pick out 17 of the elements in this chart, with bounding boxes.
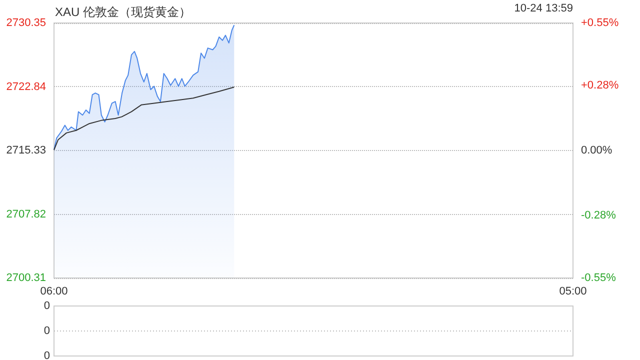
x-tick-label: 05:00 xyxy=(559,286,587,298)
text: 0 xyxy=(44,350,50,360)
y-tick-label: 2722.84 xyxy=(6,80,46,93)
y2-tick-label: -0.28% xyxy=(581,209,616,222)
y2-tick-label: +0.55% xyxy=(581,17,619,29)
y-tick-label: 2700.31 xyxy=(6,272,46,284)
y2-tick-label: 0.00% xyxy=(581,144,612,156)
text: 0 xyxy=(44,325,50,337)
text: 10-24 13:59 xyxy=(514,2,573,14)
text: 0 xyxy=(44,300,50,312)
chart-title: XAU 伦敦金（现货黄金） xyxy=(55,5,192,19)
y-tick-label: 2715.33 xyxy=(6,144,46,156)
y-tick-label: 2707.82 xyxy=(6,208,46,220)
x-tick-label: 06:00 xyxy=(40,286,68,298)
y2-tick-label: +0.28% xyxy=(581,80,619,92)
y2-tick-label: -0.55% xyxy=(581,272,616,284)
y-tick-label: 2730.35 xyxy=(6,17,46,29)
